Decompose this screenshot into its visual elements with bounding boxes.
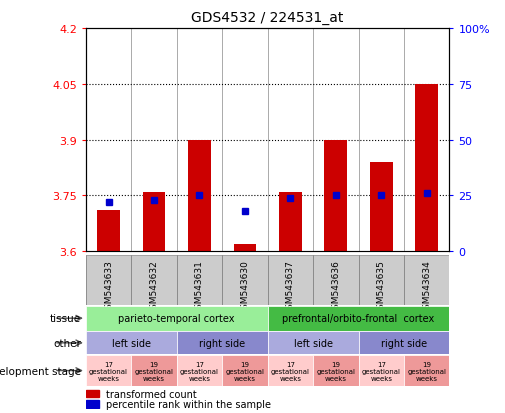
Text: 17
gestational
weeks: 17 gestational weeks (271, 361, 310, 381)
Bar (222, 355, 268, 386)
Bar (142, 192, 165, 252)
Bar (86, 332, 177, 354)
Bar (86, 390, 98, 397)
Text: left side: left side (112, 338, 151, 348)
Bar (404, 256, 449, 305)
Text: 19
gestational
weeks: 19 gestational weeks (225, 361, 265, 381)
Text: 17
gestational
weeks: 17 gestational weeks (362, 361, 401, 381)
Text: 19
gestational
weeks: 19 gestational weeks (134, 361, 174, 381)
Text: prefrontal/orbito-frontal  cortex: prefrontal/orbito-frontal cortex (282, 313, 435, 323)
Text: 17
gestational
weeks: 17 gestational weeks (89, 361, 128, 381)
Bar (177, 256, 222, 305)
Text: right side: right side (381, 338, 427, 348)
Bar (313, 355, 359, 386)
Text: GSM543630: GSM543630 (240, 260, 249, 314)
Text: left side: left side (293, 338, 333, 348)
Text: development stage: development stage (0, 366, 81, 376)
Bar (97, 211, 120, 252)
Text: GSM543633: GSM543633 (104, 260, 113, 314)
Bar (131, 256, 177, 305)
Bar (279, 192, 302, 252)
Text: GSM543637: GSM543637 (286, 260, 295, 314)
Bar (268, 332, 359, 354)
Bar (268, 256, 313, 305)
Bar (313, 256, 359, 305)
Text: GSM543632: GSM543632 (149, 260, 159, 314)
Bar (359, 355, 404, 386)
Bar (268, 306, 449, 331)
Bar (86, 400, 98, 408)
Title: GDS4532 / 224531_at: GDS4532 / 224531_at (191, 11, 344, 25)
Bar (359, 332, 449, 354)
Text: transformed count: transformed count (106, 389, 196, 399)
Bar (324, 140, 347, 252)
Text: GSM543636: GSM543636 (331, 260, 340, 314)
Bar (131, 355, 177, 386)
Bar (177, 332, 268, 354)
Text: GSM543634: GSM543634 (422, 260, 431, 314)
Bar (86, 355, 131, 386)
Bar (222, 256, 268, 305)
Bar (268, 355, 313, 386)
Text: 17
gestational
weeks: 17 gestational weeks (180, 361, 219, 381)
Text: right side: right side (199, 338, 245, 348)
Text: other: other (53, 338, 81, 348)
Bar (404, 355, 449, 386)
Text: parieto-temporal cortex: parieto-temporal cortex (119, 313, 235, 323)
Text: tissue: tissue (49, 313, 81, 323)
Bar (415, 85, 438, 252)
Text: GSM543631: GSM543631 (195, 260, 204, 314)
Bar (177, 355, 222, 386)
Bar (188, 140, 211, 252)
Bar (86, 256, 131, 305)
Bar (233, 244, 257, 252)
Bar (86, 306, 268, 331)
Bar (370, 162, 393, 252)
Text: percentile rank within the sample: percentile rank within the sample (106, 399, 271, 409)
Text: 19
gestational
weeks: 19 gestational weeks (407, 361, 446, 381)
Bar (359, 256, 404, 305)
Text: GSM543635: GSM543635 (377, 260, 386, 314)
Text: 19
gestational
weeks: 19 gestational weeks (316, 361, 356, 381)
